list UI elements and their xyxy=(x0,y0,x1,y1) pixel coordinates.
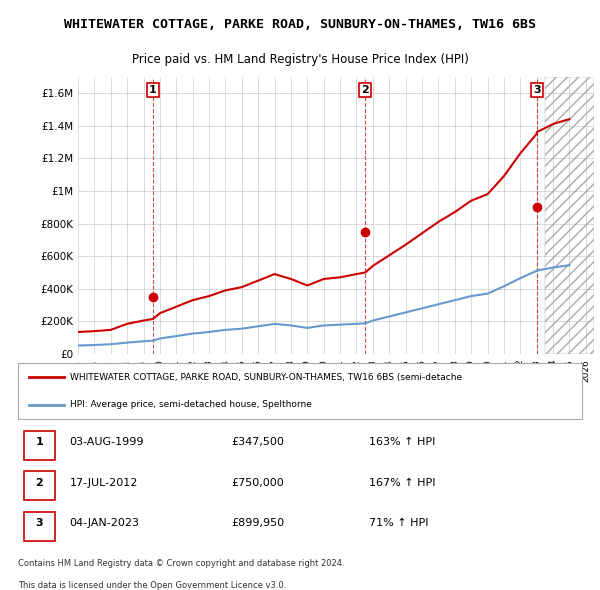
Text: 17-JUL-2012: 17-JUL-2012 xyxy=(70,478,138,488)
Text: Contains HM Land Registry data © Crown copyright and database right 2024.: Contains HM Land Registry data © Crown c… xyxy=(18,559,344,568)
Text: £899,950: £899,950 xyxy=(231,519,284,528)
Text: 163% ↑ HPI: 163% ↑ HPI xyxy=(369,437,436,447)
Text: £347,500: £347,500 xyxy=(231,437,284,447)
Text: 2: 2 xyxy=(361,85,369,95)
Text: WHITEWATER COTTAGE, PARKE ROAD, SUNBURY-ON-THAMES, TW16 6BS (semi-detache: WHITEWATER COTTAGE, PARKE ROAD, SUNBURY-… xyxy=(70,373,462,382)
FancyBboxPatch shape xyxy=(18,363,582,419)
Text: Price paid vs. HM Land Registry's House Price Index (HPI): Price paid vs. HM Land Registry's House … xyxy=(131,53,469,66)
Text: WHITEWATER COTTAGE, PARKE ROAD, SUNBURY-ON-THAMES, TW16 6BS: WHITEWATER COTTAGE, PARKE ROAD, SUNBURY-… xyxy=(64,18,536,31)
Text: 3: 3 xyxy=(35,519,43,528)
Text: 3: 3 xyxy=(533,85,541,95)
FancyBboxPatch shape xyxy=(23,512,55,541)
Text: HPI: Average price, semi-detached house, Spelthorne: HPI: Average price, semi-detached house,… xyxy=(70,400,311,409)
Text: 04-JAN-2023: 04-JAN-2023 xyxy=(70,519,140,528)
FancyBboxPatch shape xyxy=(23,471,55,500)
Text: 167% ↑ HPI: 167% ↑ HPI xyxy=(369,478,436,488)
FancyBboxPatch shape xyxy=(23,431,55,460)
Text: 1: 1 xyxy=(35,437,43,447)
Text: This data is licensed under the Open Government Licence v3.0.: This data is licensed under the Open Gov… xyxy=(18,581,286,589)
Text: 71% ↑ HPI: 71% ↑ HPI xyxy=(369,519,428,528)
Text: £750,000: £750,000 xyxy=(231,478,284,488)
Text: 2: 2 xyxy=(35,478,43,488)
Text: 1: 1 xyxy=(149,85,157,95)
Text: 03-AUG-1999: 03-AUG-1999 xyxy=(70,437,144,447)
